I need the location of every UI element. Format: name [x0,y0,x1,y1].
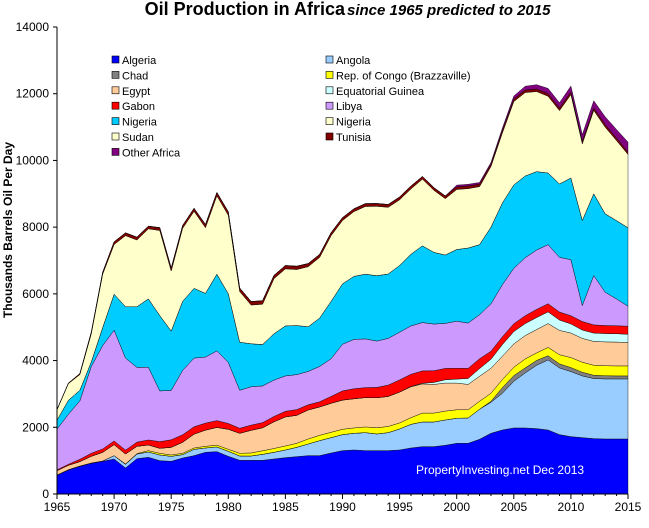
x-tick-label: 1985 [272,500,299,514]
x-tick-label: 1980 [215,500,242,514]
legend: Algeria Angola Chad Rep. of Congo (Brazzavi… [111,55,471,159]
y-axis-label: Thousands Barrels Oil Per Day [1,142,15,318]
x-tick-label: 2010 [558,500,585,514]
x-tick-label: 2015 [615,500,642,514]
y-tick-label: 10000 [16,153,50,167]
legend-swatch-nigeria [325,117,334,125]
legend-label-angola: Angola [336,55,371,67]
y-tick-label: 2000 [22,420,49,434]
legend-label-other-africa: Other Africa [122,147,181,159]
legend-swatch-chad [111,71,120,79]
x-tick-label: 1965 [44,500,71,514]
x-tick-label: 1995 [386,500,413,514]
legend-label-nigeria: Nigeria [336,117,372,129]
x-tick-label: 1990 [329,500,356,514]
y-tick-label: 12000 [16,87,50,101]
legend-label-libya: Libya [336,101,363,113]
legend-swatch-sudan [111,132,120,141]
x-tick-label: 2000 [443,500,470,514]
legend-swatch-rep-of-congo-brazzaville [325,71,334,79]
area-series-group [56,84,629,495]
legend-label-rep-of-congo-brazzaville: Rep. of Congo (Brazzaville) [336,70,471,82]
legend-swatch-gabon [111,101,120,110]
y-tick-label: 14000 [16,20,50,34]
legend-label-chad: Chad [122,70,148,82]
legend-label-gabon: Gabon [122,101,155,113]
y-tick-label: 4000 [22,354,49,368]
axes-group: 0 2000 4000 6000 8000 10000 12000 14000 1965 1970… [16,20,642,514]
legend-swatch-other-africa [111,148,120,156]
x-tick-label: 1975 [158,500,185,514]
legend-swatch-libya [325,101,334,110]
y-tick-label: 0 [42,487,49,501]
legend-label-sudan: Sudan [122,132,154,144]
chart-title-group: Oil Production in Africa since 1965 pred… [145,0,551,19]
x-tick-label: 2005 [500,500,527,514]
legend-swatch-nigeria [111,117,120,125]
legend-swatch-angola [325,55,334,64]
y-tick-label: 6000 [22,287,49,301]
chart-subtitle: since 1965 predicted to 2015 [347,2,551,19]
legend-label-equatorial-guinea: Equatorial Guinea [336,86,425,98]
chart-title: Oil Production in Africa [145,0,346,19]
legend-swatch-algeria [111,55,120,64]
legend-label-egypt: Egypt [122,86,150,98]
legend-label-nigeria: Nigeria [122,117,158,129]
legend-swatch-tunisia [325,132,334,141]
legend-label-tunisia: Tunisia [336,132,372,144]
credit-label: PropertyInvesting.net Dec 2013 [416,463,584,477]
legend-label-algeria: Algeria [122,55,157,67]
x-tick-label: 1970 [101,500,128,514]
legend-swatch-egypt [111,86,120,95]
y-tick-label: 8000 [22,220,49,234]
legend-swatch-equatorial-guinea [325,86,334,95]
area-series-13-other-africa [56,84,629,410]
